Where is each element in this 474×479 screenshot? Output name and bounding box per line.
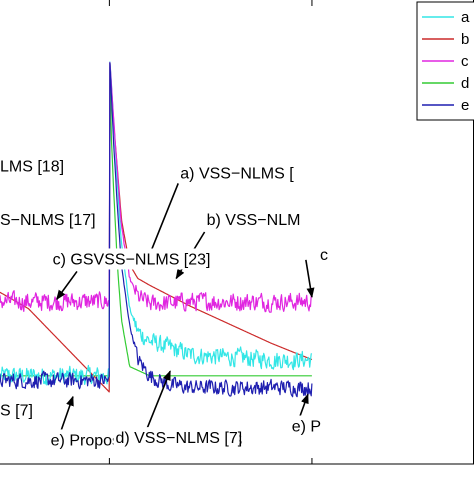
series-line-a: [0, 61, 313, 386]
annotation-arrow-0: [56, 270, 78, 301]
series-line-e: [0, 62, 313, 398]
series-line-b: [0, 62, 313, 393]
series-line-c: [0, 62, 312, 313]
legend-label-a: a: [461, 9, 470, 26]
legend-label-d: d: [461, 75, 469, 92]
annotation-arrow-4: [145, 370, 171, 432]
annotation-bg-1: [0, 209, 92, 231]
annotation-bg-0: [0, 155, 68, 177]
annotation-bg-6: [204, 209, 291, 231]
annotation-arrow-6: [305, 259, 315, 298]
annotation-bg-8: [113, 427, 240, 449]
legend-label-b: b: [461, 31, 469, 48]
annotation-layer: LMS [18] S−NLMS [17] c) GSVSS−NLMS [23] S […: [0, 155, 333, 451]
annotation-label-7: c: [320, 247, 328, 264]
annotation-label-0: LMS [18]: [0, 159, 64, 176]
annotation-label-1: S−NLMS [17]: [0, 212, 96, 229]
annotation-label-5: a) VSS−NLMS [: [180, 166, 294, 183]
annotation-bg-9: [289, 415, 328, 437]
annotation-bg-2: [50, 248, 201, 270]
annotation-label-3: S [7]: [0, 402, 33, 419]
series-layer: [0, 61, 313, 398]
annotation-label-2: c) GSVSS−NLMS [23]: [53, 251, 211, 268]
annotation-label-6: b) VSS−NLM: [207, 212, 301, 229]
annotation-label-8: d) VSS−NLMS [7]: [115, 430, 242, 447]
annotation-bg-3: [0, 399, 44, 421]
annotation-bg-5: [178, 162, 289, 184]
legend-label-e: e: [461, 97, 469, 114]
annotation-arrow-1: [60, 395, 74, 432]
annotation-bg-7: [318, 243, 333, 265]
legend-label-c: c: [461, 53, 469, 70]
annotation-label-9: e) P: [292, 419, 321, 436]
